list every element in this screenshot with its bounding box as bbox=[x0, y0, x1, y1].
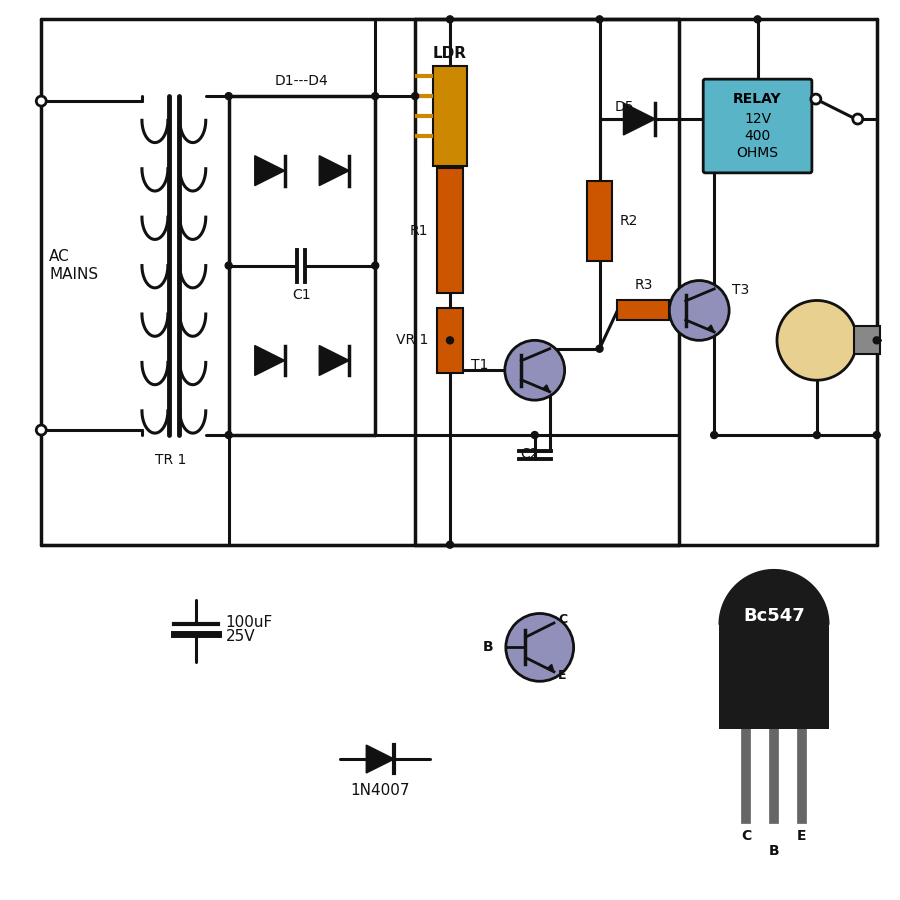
Text: 400: 400 bbox=[744, 129, 770, 143]
Circle shape bbox=[505, 340, 564, 400]
Circle shape bbox=[873, 337, 880, 344]
Text: D1---D4: D1---D4 bbox=[274, 74, 328, 88]
Polygon shape bbox=[255, 346, 284, 375]
Circle shape bbox=[372, 93, 379, 100]
Text: B: B bbox=[482, 641, 493, 654]
Polygon shape bbox=[719, 570, 829, 625]
Bar bbox=[437, 308, 463, 373]
Circle shape bbox=[754, 16, 761, 22]
Text: C2: C2 bbox=[520, 447, 539, 461]
Polygon shape bbox=[366, 745, 394, 773]
Text: C: C bbox=[741, 829, 751, 842]
Circle shape bbox=[531, 432, 538, 438]
Bar bbox=[437, 168, 463, 293]
Circle shape bbox=[711, 432, 717, 438]
Polygon shape bbox=[543, 385, 550, 392]
Polygon shape bbox=[320, 156, 349, 185]
Circle shape bbox=[372, 262, 379, 269]
Circle shape bbox=[36, 425, 46, 435]
Circle shape bbox=[811, 94, 821, 104]
Circle shape bbox=[506, 614, 573, 681]
Circle shape bbox=[411, 93, 418, 100]
Circle shape bbox=[225, 432, 232, 438]
Bar bbox=[617, 301, 670, 320]
Circle shape bbox=[814, 432, 821, 438]
Polygon shape bbox=[320, 346, 349, 375]
Text: D5: D5 bbox=[615, 100, 634, 114]
Text: 1N4007: 1N4007 bbox=[350, 783, 410, 798]
Polygon shape bbox=[547, 664, 554, 671]
FancyBboxPatch shape bbox=[703, 79, 812, 173]
Text: C: C bbox=[558, 613, 568, 626]
Text: 25V: 25V bbox=[226, 629, 256, 643]
Text: OHMS: OHMS bbox=[736, 146, 778, 160]
Circle shape bbox=[225, 93, 232, 100]
Text: RELAY: RELAY bbox=[734, 92, 782, 106]
Text: B: B bbox=[769, 844, 779, 858]
Bar bbox=[433, 67, 467, 166]
Polygon shape bbox=[255, 156, 284, 185]
Circle shape bbox=[777, 301, 857, 380]
Circle shape bbox=[446, 541, 454, 548]
Polygon shape bbox=[624, 104, 655, 135]
Circle shape bbox=[873, 432, 880, 438]
Text: R3: R3 bbox=[634, 278, 652, 293]
Text: TR 1: TR 1 bbox=[155, 453, 186, 467]
Circle shape bbox=[446, 16, 454, 22]
Circle shape bbox=[853, 114, 863, 124]
Bar bbox=[854, 327, 879, 355]
Polygon shape bbox=[707, 325, 715, 332]
Text: C1: C1 bbox=[292, 287, 310, 302]
Circle shape bbox=[446, 337, 454, 344]
Text: R2: R2 bbox=[619, 213, 638, 228]
Text: Bc547: Bc547 bbox=[743, 608, 805, 625]
Text: 100uF: 100uF bbox=[226, 615, 273, 630]
Bar bbox=[719, 625, 829, 729]
Text: LDR: LDR bbox=[433, 46, 467, 61]
Circle shape bbox=[36, 96, 46, 106]
Circle shape bbox=[225, 262, 232, 269]
Text: AC
MAINS: AC MAINS bbox=[50, 249, 98, 282]
Bar bbox=[587, 181, 613, 261]
Text: R1: R1 bbox=[410, 224, 428, 238]
Circle shape bbox=[596, 346, 603, 352]
Text: VR 1: VR 1 bbox=[396, 333, 428, 347]
Text: E: E bbox=[797, 829, 806, 842]
Text: T3: T3 bbox=[733, 284, 750, 298]
Text: E: E bbox=[558, 669, 567, 681]
Text: T1: T1 bbox=[472, 358, 489, 373]
Circle shape bbox=[670, 281, 729, 340]
Text: 12V: 12V bbox=[744, 112, 771, 126]
Circle shape bbox=[596, 16, 603, 22]
